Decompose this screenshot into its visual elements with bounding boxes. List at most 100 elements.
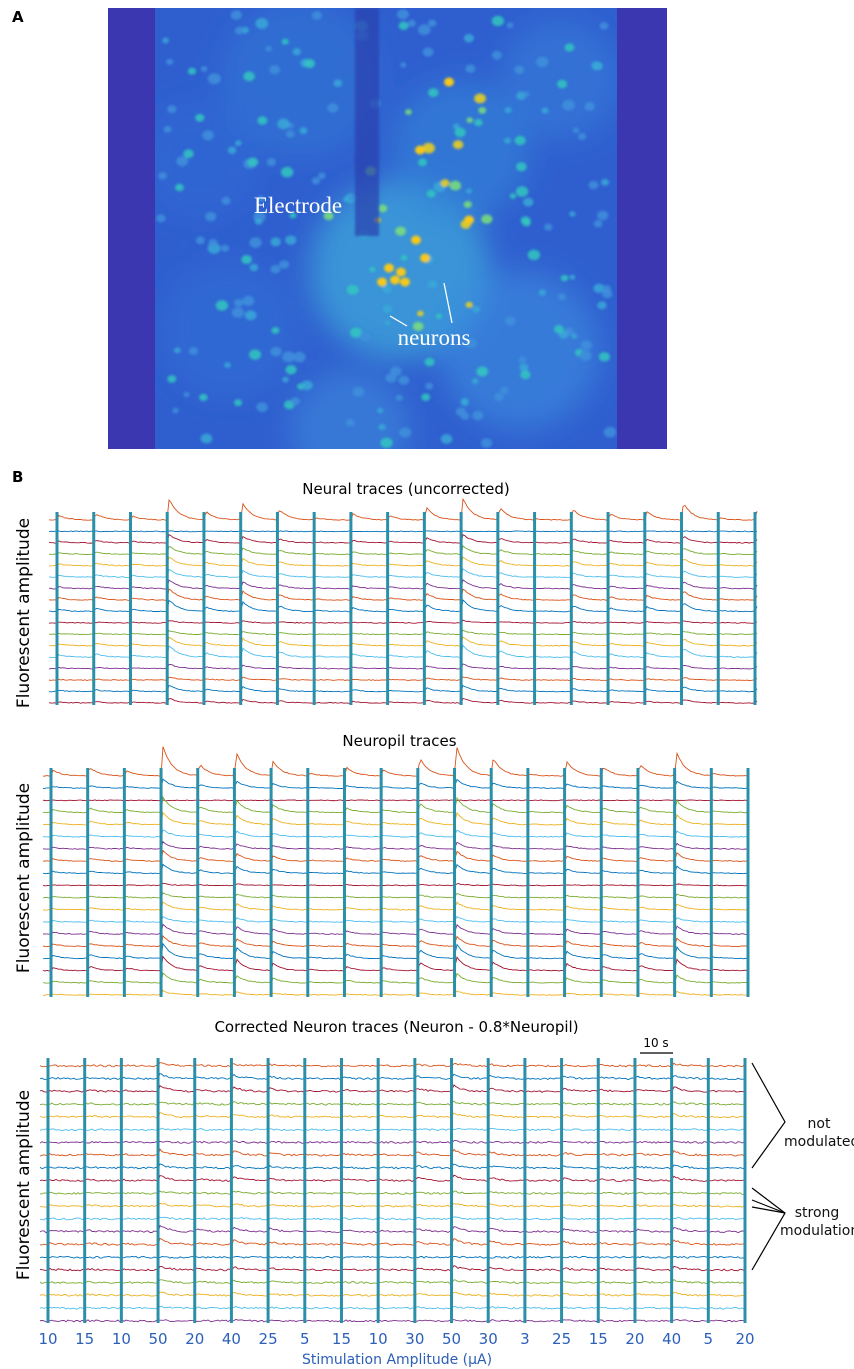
neuron-cell: [571, 333, 578, 339]
neuron-cell: [466, 117, 474, 123]
neuron-cell: [207, 73, 221, 85]
neuron-cell: [282, 376, 289, 383]
neuron-cell: [200, 433, 213, 444]
trace: [40, 1216, 747, 1221]
stimulus-amplitude: 5: [300, 1330, 310, 1348]
neuron-cell: [579, 350, 592, 361]
neuron-cell: [188, 347, 199, 355]
stimulus-amplitude: 3: [520, 1330, 530, 1348]
trace: [48, 619, 758, 624]
neuron-cell: [200, 66, 208, 72]
neuron-cell: [220, 244, 230, 252]
trace: [42, 882, 749, 887]
neuron-cell: [398, 21, 409, 31]
trace: [39, 1112, 747, 1119]
image-glow-blob: [160, 260, 300, 400]
stimulus-amplitude: 30: [405, 1330, 424, 1348]
trace: [48, 579, 758, 590]
neuron-cell: [382, 304, 393, 314]
neuron-cell: [424, 357, 435, 367]
neuron-cell: [163, 125, 172, 133]
neuron-cell: [584, 101, 595, 111]
neuron-cell: [290, 397, 300, 406]
neuron-cell: [293, 351, 306, 363]
trace: [39, 1237, 747, 1246]
neuron-cell: [255, 18, 269, 29]
neuron-cell: [527, 249, 541, 261]
trace: [39, 1174, 747, 1183]
microscopy-image: [108, 8, 667, 449]
neuron-cell: [514, 135, 526, 146]
trace: [48, 530, 757, 533]
neuron-cell: [452, 140, 464, 150]
neuron-cell: [400, 254, 408, 261]
neuron-cell: [569, 274, 576, 280]
neuron-cell: [231, 307, 245, 318]
neuron-cell: [187, 67, 197, 75]
neuron-cell: [569, 211, 576, 217]
neuron-cell: [195, 236, 205, 245]
image-edge: [617, 8, 667, 449]
neuron-cell: [369, 266, 376, 273]
neuron-cell: [440, 434, 453, 444]
neuron-cell: [593, 220, 603, 228]
trace: [48, 676, 758, 681]
neuron-cell: [536, 56, 549, 68]
neuron-cell: [249, 263, 259, 272]
neuron-cell: [156, 214, 166, 223]
neuron-cell: [234, 298, 244, 307]
neuron-cell: [395, 226, 407, 236]
neuron-cell: [301, 380, 313, 391]
stimulus-amplitude: 20: [735, 1330, 754, 1348]
stimulus-amplitude: 50: [442, 1330, 461, 1348]
neuron-cell: [562, 99, 575, 111]
neuron-cell: [491, 50, 503, 60]
stimulus-amplitude: 15: [332, 1330, 351, 1348]
trace: [39, 1265, 747, 1272]
neuron-cell: [515, 186, 529, 197]
stimulus-amplitude: 10: [369, 1330, 388, 1348]
trace: [42, 778, 750, 790]
neuron-cell: [504, 316, 516, 326]
neuron-cell: [333, 79, 343, 87]
neuron-cell: [162, 37, 169, 44]
neuron-cell: [385, 373, 397, 383]
neuron-cell: [230, 10, 243, 20]
trace: [48, 636, 758, 647]
neuron-cell: [199, 393, 208, 402]
neuron-cell: [384, 320, 391, 326]
neuron-cell: [176, 156, 189, 167]
neuron-cell: [600, 178, 610, 186]
neuron-cell: [281, 38, 289, 45]
neuron-cell: [195, 113, 205, 122]
neuron-cell: [280, 166, 294, 178]
stimulus-amplitude: 30: [479, 1330, 498, 1348]
stimulus-amplitude: 5: [704, 1330, 714, 1348]
neuron-cell: [346, 284, 359, 295]
neuron-cell: [327, 103, 339, 113]
neuron-cell: [422, 47, 434, 57]
neuron-cell: [352, 386, 365, 397]
trace: [39, 1084, 747, 1093]
y-axis-label: Fluorescent amplitude: [14, 783, 34, 973]
neuron-cell: [166, 58, 174, 65]
neuron-cell: [426, 189, 436, 198]
image-glow-blob: [440, 270, 600, 430]
neuron-cell: [183, 391, 190, 398]
trace: [48, 556, 758, 567]
trace: [39, 1148, 747, 1157]
neuron-cell: [343, 196, 350, 202]
neuron-cell: [265, 45, 272, 52]
neuron-cell: [460, 399, 469, 406]
neuron-cell: [454, 127, 466, 138]
neuron-cell: [234, 399, 243, 407]
neuron-cell: [381, 284, 392, 294]
neuron-cell: [428, 88, 439, 98]
neuron-cell: [257, 195, 265, 202]
trace: [42, 915, 750, 923]
trace: [42, 829, 750, 838]
neuron-cell: [412, 321, 424, 331]
neuron-cell: [522, 218, 531, 227]
